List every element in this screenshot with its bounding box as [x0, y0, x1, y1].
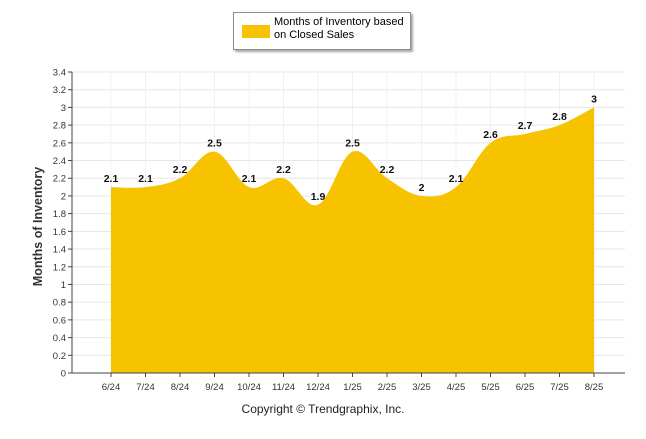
data-label: 2.6 [483, 129, 498, 141]
y-tick-label: 0 [61, 369, 66, 380]
legend-swatch [242, 25, 270, 38]
data-label: 2.2 [380, 164, 395, 176]
y-tick-label: 1.6 [53, 227, 66, 238]
x-tick-label: 11/24 [272, 382, 295, 393]
x-tick-label: 3/25 [412, 382, 431, 393]
data-label: 2.1 [138, 173, 153, 185]
data-label: 2.5 [207, 138, 222, 150]
x-tick-label: 2/25 [378, 382, 397, 393]
data-label: 2.1 [242, 173, 257, 185]
y-tick-label: 0.8 [53, 298, 66, 309]
x-tick-label: 4/25 [447, 382, 466, 393]
data-label: 3 [591, 93, 597, 105]
y-tick-label: 2.4 [53, 156, 66, 167]
x-tick-label: 10/24 [237, 382, 261, 393]
x-tick-label: 8/24 [171, 382, 190, 393]
y-tick-label: 1 [61, 280, 66, 291]
data-label: 2.7 [518, 120, 533, 132]
y-tick-label: 2.8 [53, 121, 66, 132]
x-tick-label: 7/25 [550, 382, 569, 393]
legend-label: Months of Inventory based on Closed Sale… [274, 16, 404, 41]
x-tick-label: 12/24 [306, 382, 330, 393]
data-label: 2.5 [345, 138, 360, 150]
y-tick-label: 1.4 [53, 245, 66, 256]
x-tick-label: 6/24 [102, 382, 121, 393]
x-tick-label: 8/25 [585, 382, 604, 393]
data-label: 2.2 [173, 164, 188, 176]
y-tick-label: 1.8 [53, 209, 66, 220]
y-tick-label: 1.2 [53, 262, 66, 273]
y-tick-label: 0.6 [53, 315, 66, 326]
data-label: 2.1 [104, 173, 119, 185]
x-tick-label: 6/25 [516, 382, 535, 393]
data-label: 2.1 [449, 173, 464, 185]
y-tick-label: 2 [61, 191, 66, 202]
data-label: 2.2 [276, 164, 291, 176]
y-tick-label: 2.2 [53, 174, 66, 185]
data-label: 1.9 [311, 191, 326, 203]
y-axis-title: Months of Inventory [31, 167, 45, 286]
legend: Months of Inventory based on Closed Sale… [233, 12, 411, 50]
data-label: 2.8 [552, 111, 567, 123]
x-tick-label: 5/25 [481, 382, 500, 393]
data-label: 2 [419, 182, 425, 194]
x-tick-label: 9/24 [205, 382, 224, 393]
y-tick-label: 3 [61, 103, 66, 114]
y-tick-label: 0.4 [53, 333, 66, 344]
copyright-footer: Copyright © Trendgraphix, Inc. [241, 402, 405, 416]
area-series [111, 107, 594, 373]
y-tick-label: 2.6 [53, 138, 66, 149]
x-tick-label: 7/24 [136, 382, 155, 393]
x-tick-label: 1/25 [343, 382, 362, 393]
y-tick-label: 3.4 [53, 68, 66, 79]
y-tick-label: 3.2 [53, 85, 66, 96]
y-tick-label: 0.2 [53, 351, 66, 362]
